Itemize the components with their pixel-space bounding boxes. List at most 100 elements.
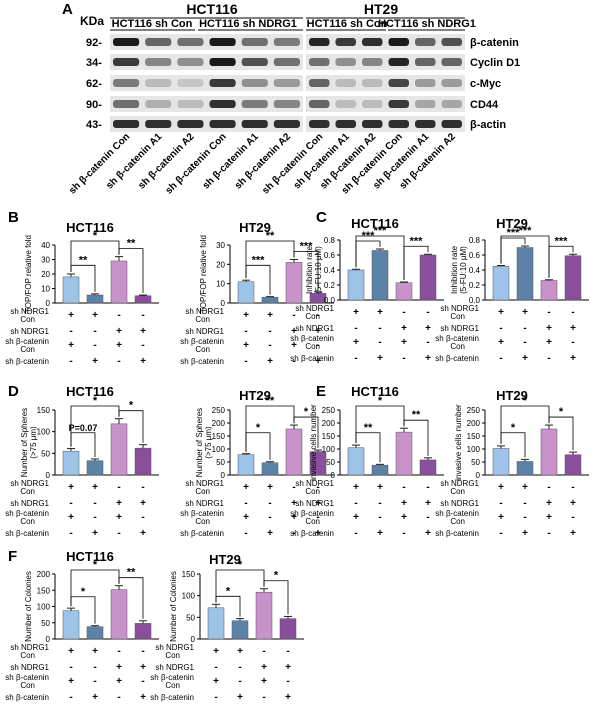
condition-sign: -: [402, 353, 405, 364]
condition-label: sh β-catenin: [5, 693, 49, 702]
y-tick-label: 0.6: [324, 251, 336, 260]
condition-sign: -: [244, 528, 247, 539]
y-axis-label: TOP/FOP relative fold: [199, 235, 208, 313]
protein-label: β-catenin: [470, 37, 519, 49]
panel-letter-a: A: [62, 1, 73, 18]
blot-band: [113, 79, 140, 87]
condition-label: sh β-catenin Con: [435, 509, 479, 526]
bar: [237, 281, 255, 304]
group-label-3: HCT116 sh Con: [307, 18, 388, 30]
chart-title: HT29: [496, 388, 528, 403]
condition-sign: -: [354, 498, 357, 509]
significance-label: **: [79, 254, 88, 266]
significance-bracket: [548, 416, 574, 451]
y-axis-label: Number of Spheres(>75 μm): [195, 408, 213, 477]
panel-letter: E: [316, 383, 326, 400]
condition-label: sh NDRG1: [185, 327, 224, 336]
y-tick-label: 200: [37, 570, 51, 579]
condition-sign: +: [261, 676, 267, 687]
western-blot: 92- β-catenin 34- Cyclin D1 62- c-Myc 90- CD44 4…: [67, 34, 520, 196]
blot-band: [388, 79, 409, 87]
blot-band: [209, 120, 236, 128]
blot-band: [177, 79, 204, 87]
condition-sign: -: [69, 498, 72, 509]
condition-sign: +: [261, 662, 267, 673]
condition-label: sh NDRG1: [440, 324, 479, 333]
condition-sign: +: [546, 337, 552, 348]
condition-sign: -: [571, 307, 574, 318]
y-axis-label: Number of Spheres(>75 μm): [20, 408, 38, 477]
bar: [371, 464, 389, 476]
condition-sign: +: [116, 340, 122, 351]
y-tick-label: 50: [41, 449, 50, 458]
blot-band: [309, 58, 330, 66]
condition-sign: -: [117, 482, 120, 493]
condition-label: sh NDRG1: [10, 663, 49, 672]
condition-sign: -: [499, 323, 502, 334]
bar: [492, 448, 510, 476]
condition-label: sh β-catenin: [290, 529, 334, 538]
significance-bracket: [245, 405, 295, 452]
blot-band: [209, 38, 236, 46]
condition-label: sh NDRG1: [155, 663, 194, 672]
bar: [207, 607, 225, 640]
y-axis-label: Inhibition rate(5-FU:10 μM): [450, 245, 468, 294]
condition-label: sh NDRG1: [295, 499, 334, 508]
significance-bracket: [293, 416, 319, 449]
significance-bracket: [403, 419, 429, 456]
condition-label: sh β-catenin Con: [180, 509, 224, 526]
significance-label: *: [238, 559, 243, 571]
condition-label: sh NDRG1 Con: [155, 643, 194, 660]
blot-strip: [306, 96, 465, 112]
significance-bracket: [70, 569, 120, 607]
bar: [237, 454, 255, 476]
condition-sign: +: [68, 512, 74, 523]
condition-sign: -: [292, 356, 295, 367]
blot-strip: [306, 34, 465, 50]
bar: [395, 431, 413, 476]
blot-band: [441, 58, 462, 66]
y-tick-label: 0.2: [324, 281, 336, 290]
condition-sign: +: [425, 528, 431, 539]
bar: [134, 623, 152, 640]
condition-sign: -: [571, 337, 574, 348]
y-tick-label: 0: [221, 471, 226, 480]
condition-sign: +: [116, 512, 122, 523]
cell-line-ht29: HT29: [364, 1, 398, 17]
blot-band: [273, 79, 300, 87]
y-tick-label: 50: [326, 458, 335, 467]
blot-band: [335, 120, 356, 128]
chart-title: HCT116: [66, 549, 114, 564]
bar: [134, 447, 152, 476]
blot-band: [415, 58, 436, 66]
y-axis-label: invasive cells number: [309, 404, 318, 481]
y-tick-label: 0: [476, 471, 481, 480]
marker-label: 34-: [86, 57, 102, 69]
y-tick-label: 0.8: [324, 236, 336, 245]
condition-sign: -: [69, 356, 72, 367]
significance-label: **: [266, 395, 275, 407]
y-tick-label: 0: [221, 299, 226, 308]
condition-sign: -: [93, 326, 96, 337]
condition-sign: +: [140, 498, 146, 509]
bar: [261, 296, 279, 304]
condition-sign: +: [237, 646, 243, 657]
condition-sign: +: [116, 676, 122, 687]
condition-sign: -: [426, 482, 429, 493]
condition-sign: +: [315, 326, 321, 337]
chart-title: HCT116: [351, 216, 399, 231]
condition-sign: +: [68, 676, 74, 687]
condition-sign: -: [499, 353, 502, 364]
condition-sign: -: [378, 337, 381, 348]
condition-sign: +: [68, 482, 74, 493]
condition-sign: -: [378, 323, 381, 334]
condition-sign: +: [92, 310, 98, 321]
bar: [86, 626, 104, 640]
condition-sign: -: [244, 498, 247, 509]
condition-sign: -: [547, 482, 550, 493]
blot-band: [113, 100, 140, 108]
chart-title: HT29: [239, 220, 271, 235]
condition-sign: +: [68, 310, 74, 321]
